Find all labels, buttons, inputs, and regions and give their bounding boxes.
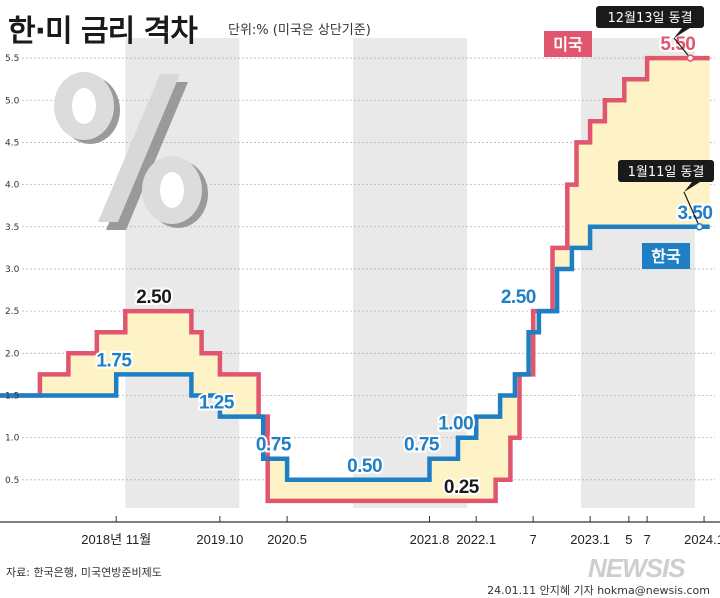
y-tick-label: 4.0 — [5, 181, 20, 191]
callout-point — [695, 223, 704, 231]
watermark-logo: NEWSIS — [588, 553, 686, 583]
data-label: 1.75 — [96, 350, 132, 371]
series-tag-box — [544, 31, 592, 57]
x-tick-label: 2023.1 — [570, 532, 610, 547]
callout-leader — [683, 191, 701, 228]
data-label: 1.00 — [438, 414, 473, 435]
series-tag-box — [642, 243, 690, 269]
chart-subtitle: 단위:% (미국은 상단기준) — [228, 23, 371, 38]
data-label: 5.50 — [660, 34, 695, 55]
data-label: 0.75 — [256, 435, 292, 456]
y-tick-label: 1.5 — [5, 391, 19, 401]
gap-area — [0, 58, 710, 501]
callout-pointer — [684, 182, 700, 192]
x-tick-label: 2021.8 — [410, 532, 450, 547]
series-tag-label: 미국 — [553, 35, 583, 54]
data-label: 2.50 — [501, 287, 536, 308]
y-tick-label: 5.5 — [5, 54, 19, 64]
x-tick-label: 2024.1 — [684, 532, 720, 547]
x-tick-label: 7 — [530, 532, 537, 547]
us-rate-line — [0, 55, 710, 504]
x-tick-label: 7 — [643, 532, 650, 547]
x-tick-label: 2022.1 — [456, 532, 496, 547]
x-axis: 2018년 11월 2019.10 2020.5 2021.8 2022.1 7 2023.… — [0, 516, 720, 547]
gap-fill — [0, 58, 710, 501]
y-tick-label: 2.5 — [5, 307, 19, 317]
y-tick-label: 4.5 — [5, 138, 19, 148]
year-bands — [125, 38, 695, 508]
y-tick-label: 2.0 — [5, 349, 20, 359]
data-label: 1.25 — [199, 393, 235, 414]
data-label: 3.50 — [677, 203, 712, 224]
callout-label: 1월11일 동결 — [628, 165, 705, 180]
callout-box — [596, 6, 704, 28]
source-note: 자료: 한국은행, 미국연방준비제도 — [6, 566, 162, 579]
data-labels: 2.501.751.250.750.500.751.000.252.505.50… — [94, 32, 714, 500]
x-tick-label: 2018년 11월 — [81, 532, 151, 547]
y-tick-label: 1.0 — [5, 434, 20, 444]
y-tick-label: 5.0 — [5, 96, 20, 106]
series-tag-label: 한국 — [651, 247, 681, 266]
y-axis-ticks: 0.5 1.0 1.5 2.0 2.5 3.0 3.5 4.0 4.5 5.0 5.5 — [5, 54, 20, 486]
data-label: 0.25 — [444, 477, 480, 498]
data-label: 0.50 — [347, 456, 382, 477]
x-tick-label: 2020.5 — [267, 532, 307, 547]
series-lines — [0, 55, 710, 504]
year-band — [353, 38, 468, 508]
data-label: 0.75 — [404, 435, 440, 456]
page-title: 한·미 금리 격차 — [8, 14, 198, 49]
callout-point — [686, 54, 695, 62]
x-tick-label: 2019.10 — [196, 532, 243, 547]
callout-pointer — [674, 28, 690, 38]
callout-leader — [673, 37, 691, 59]
callout-box — [618, 160, 714, 182]
callout-label: 12월13일 동결 — [607, 11, 692, 26]
callouts: 12월13일 동결 1월11일 동결 — [596, 6, 714, 231]
x-tick-label: 5 — [625, 532, 632, 547]
credit-note: 24.01.11 안지혜 기자 hokma@newsis.com — [487, 584, 710, 597]
korea-rate-line — [0, 224, 710, 483]
y-tick-label: 3.5 — [5, 223, 19, 233]
data-label: 2.50 — [136, 287, 171, 308]
percent-icon — [54, 72, 208, 230]
y-tick-label: 3.0 — [5, 265, 20, 275]
y-tick-label: 0.5 — [5, 476, 19, 486]
